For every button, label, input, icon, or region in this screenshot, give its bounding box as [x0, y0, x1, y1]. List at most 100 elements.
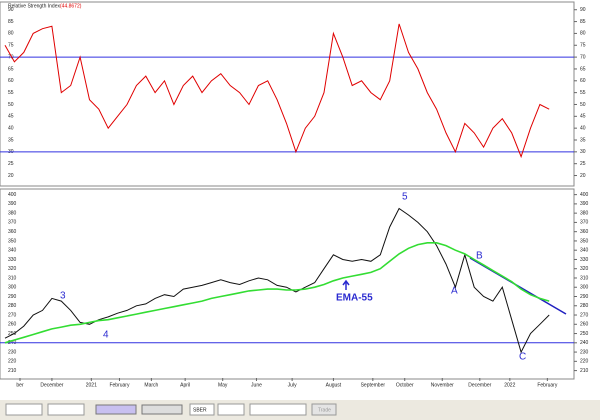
wave-label: A: [451, 286, 458, 297]
y-tick-label: 310: [8, 275, 17, 281]
y-tick-label: 290: [580, 294, 589, 300]
y-tick-label: 55: [580, 90, 586, 96]
series-line: [4, 23, 550, 159]
y-tick-label: 400: [8, 192, 17, 198]
y-tick-label: 380: [580, 210, 589, 216]
y-tick-label: 210: [8, 368, 17, 374]
wave-label: B: [476, 251, 483, 262]
y-tick-label: 45: [8, 114, 14, 120]
y-tick-label: 360: [580, 229, 589, 235]
y-tick-label: 40: [580, 125, 586, 131]
y-tick-label: 70: [580, 54, 586, 60]
y-tick-label: 210: [580, 368, 589, 374]
x-tick-label: February: [537, 382, 558, 388]
y-tick-label: 330: [8, 257, 17, 263]
y-tick-label: 75: [580, 43, 586, 49]
y-tick-label: 340: [8, 248, 17, 254]
y-tick-label: 35: [8, 137, 14, 143]
y-tick-label: 280: [580, 303, 589, 309]
dropdown[interactable]: [217, 403, 245, 416]
dropdown[interactable]: [47, 403, 85, 416]
y-tick-label: 25: [580, 161, 586, 167]
x-tick-label: 2021: [86, 382, 97, 388]
y-tick-label: 90: [580, 7, 586, 13]
y-tick-label: 370: [580, 220, 589, 226]
y-tick-label: 20: [580, 173, 586, 179]
price-panel: [0, 188, 575, 380]
rsi-value: (44.8672): [60, 3, 82, 9]
wave-label: 4: [103, 330, 109, 341]
ema-arrow: [342, 279, 350, 290]
y-tick-label: 290: [8, 294, 17, 300]
trade-label: Trade: [318, 407, 331, 413]
y-tick-label: 80: [8, 31, 14, 37]
y-tick-label: 250: [8, 331, 17, 337]
y-tick-label: 80: [580, 31, 586, 37]
dropdown[interactable]: [249, 403, 307, 416]
y-tick-label: 360: [8, 229, 17, 235]
y-tick-label: 350: [8, 238, 17, 244]
rsi-title: Relative Strength Index: [8, 3, 60, 9]
y-tick-label: 320: [580, 266, 589, 272]
y-tick-label: 75: [8, 43, 14, 49]
y-tick-label: 230: [8, 349, 17, 355]
rsi-panel: [0, 1, 575, 187]
x-tick-label: May: [218, 382, 228, 388]
y-tick-label: 60: [580, 78, 586, 84]
y-tick-label: 260: [580, 322, 589, 328]
x-tick-label: ber: [16, 382, 24, 388]
x-tick-label: October: [396, 382, 414, 388]
x-tick-label: August: [326, 382, 342, 388]
y-tick-label: 310: [580, 275, 589, 281]
series-line: [4, 242, 550, 344]
y-tick-label: 65: [580, 66, 586, 72]
symbol: SBER: [193, 407, 207, 413]
color-palette[interactable]: [95, 404, 137, 415]
y-tick-label: 50: [580, 102, 586, 108]
tool-buttons[interactable]: [141, 404, 183, 415]
y-tick-label: 370: [8, 220, 17, 226]
x-tick-label: March: [144, 382, 158, 388]
symbol-box[interactable]: [189, 403, 215, 416]
y-tick-label: 320: [8, 266, 17, 272]
y-tick-label: 400: [580, 192, 589, 198]
y-tick-label: 85: [580, 19, 586, 25]
y-tick-label: 30: [580, 149, 586, 155]
y-tick-label: 55: [8, 90, 14, 96]
y-tick-label: 220: [8, 359, 17, 365]
x-tick-label: September: [361, 382, 386, 388]
y-tick-label: 270: [8, 312, 17, 318]
y-tick-label: 390: [8, 201, 17, 207]
y-tick-label: 25: [8, 161, 14, 167]
x-tick-label: April: [180, 382, 190, 388]
y-tick-label: 300: [8, 285, 17, 291]
trade-button[interactable]: [311, 403, 337, 416]
y-tick-label: 50: [8, 102, 14, 108]
y-tick-label: 85: [8, 19, 14, 25]
y-tick-label: 230: [580, 349, 589, 355]
x-tick-label: June: [251, 382, 262, 388]
y-tick-label: 280: [8, 303, 17, 309]
y-tick-label: 220: [580, 359, 589, 365]
wave-label: C: [519, 352, 526, 363]
y-tick-label: 60: [8, 78, 14, 84]
y-tick-label: 350: [580, 238, 589, 244]
x-tick-label: 2022: [504, 382, 515, 388]
y-tick-label: 45: [580, 114, 586, 120]
y-tick-label: 380: [8, 210, 17, 216]
y-tick-label: 260: [8, 322, 17, 328]
y-tick-label: 20: [8, 173, 14, 179]
y-tick-label: 330: [580, 257, 589, 263]
y-tick-label: 40: [8, 125, 14, 131]
y-tick-label: 340: [580, 248, 589, 254]
x-tick-label: November: [431, 382, 454, 388]
y-tick-label: 35: [580, 137, 586, 143]
marks: 2020252530303535404045455050555560606565…: [0, 7, 589, 388]
y-tick-label: 250: [580, 331, 589, 337]
x-tick-label: December: [40, 382, 63, 388]
dropdown[interactable]: [5, 403, 43, 416]
wave-label: 5: [402, 192, 408, 203]
y-tick-label: 90: [8, 7, 14, 13]
